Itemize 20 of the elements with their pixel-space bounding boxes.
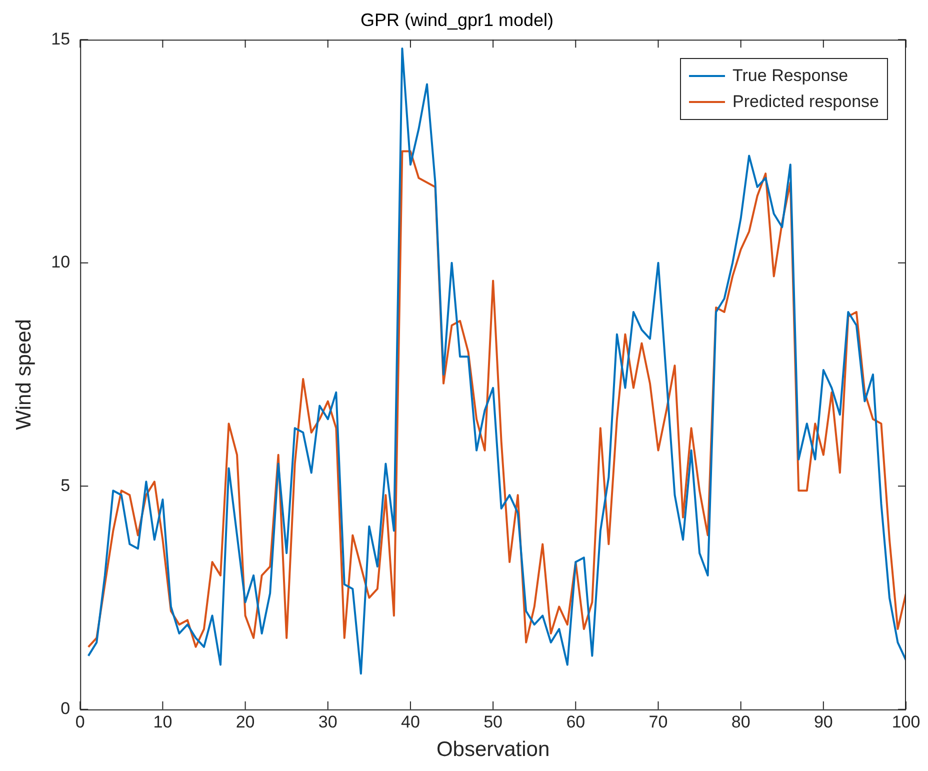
x-tick-label: 90 bbox=[814, 712, 833, 732]
y-tick-label: 15 bbox=[51, 29, 70, 48]
x-tick-label: 10 bbox=[153, 712, 172, 732]
legend-label: Predicted response bbox=[732, 92, 879, 112]
x-tick-label: 40 bbox=[401, 712, 420, 732]
y-tick-label: 10 bbox=[51, 252, 70, 272]
chart-title: GPR (wind_gpr1 model) bbox=[360, 10, 554, 30]
x-tick-label: 70 bbox=[648, 712, 668, 732]
x-tick-label: 60 bbox=[566, 712, 586, 732]
x-tick-label: 30 bbox=[318, 712, 338, 732]
x-tick-label: 80 bbox=[731, 712, 750, 732]
x-axis-title: Observation bbox=[436, 738, 550, 762]
x-tick-label: 20 bbox=[236, 712, 255, 732]
x-tick-label: 0 bbox=[75, 712, 85, 732]
x-tick-label: 50 bbox=[484, 712, 503, 732]
legend-label: True Response bbox=[732, 66, 848, 86]
y-tick-label: 0 bbox=[60, 699, 70, 718]
y-axis-title: Wind speed bbox=[12, 319, 36, 430]
x-tick-label: 100 bbox=[892, 712, 920, 732]
y-tick-label: 5 bbox=[60, 476, 70, 495]
